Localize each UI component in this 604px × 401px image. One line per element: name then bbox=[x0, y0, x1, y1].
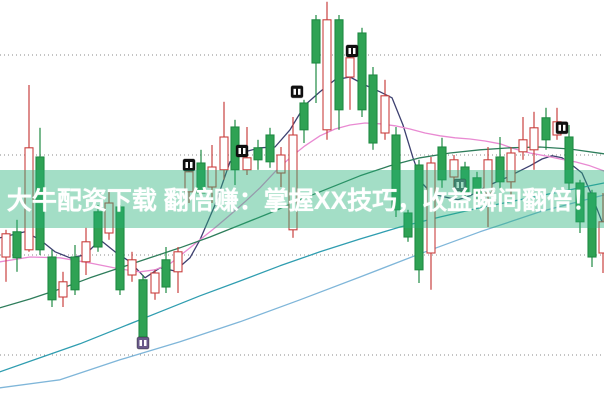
signal-marker-glyph bbox=[238, 148, 241, 154]
signal-marker-glyph bbox=[461, 182, 464, 188]
down-candle-body bbox=[253, 147, 263, 161]
up-candle-body bbox=[127, 259, 137, 276]
up-candle-body bbox=[449, 159, 459, 178]
ma-xxlong-line bbox=[0, 194, 604, 389]
down-candle-body bbox=[265, 134, 275, 163]
down-candle-body bbox=[541, 117, 551, 141]
up-candle-body bbox=[598, 221, 604, 254]
up-candle-body bbox=[173, 251, 183, 273]
down-candle-body bbox=[495, 156, 505, 183]
down-candle-body bbox=[368, 74, 378, 144]
down-candle-body bbox=[299, 102, 309, 131]
down-candle-body bbox=[564, 136, 574, 184]
signal-marker bbox=[345, 44, 359, 58]
up-candle-body bbox=[242, 157, 252, 171]
signal-marker-glyph bbox=[456, 182, 459, 188]
signal-marker-glyph bbox=[558, 124, 561, 131]
down-candle-body bbox=[414, 164, 424, 271]
signal-marker-glyph bbox=[190, 162, 193, 168]
signal-marker-glyph bbox=[144, 340, 147, 346]
ma-xlong-line bbox=[0, 182, 604, 373]
signal-marker bbox=[182, 158, 196, 172]
signal-marker-glyph bbox=[243, 148, 246, 154]
down-candle-body bbox=[35, 156, 45, 251]
signal-marker-glyph bbox=[353, 48, 356, 54]
down-candle-body bbox=[47, 256, 57, 301]
up-candle-body bbox=[207, 166, 217, 188]
up-candle-body bbox=[506, 152, 516, 183]
signal-marker bbox=[136, 336, 150, 350]
up-candle-body bbox=[24, 147, 34, 251]
down-candle-body bbox=[575, 182, 585, 223]
down-candle-body bbox=[115, 206, 125, 291]
down-candle-body bbox=[472, 177, 482, 194]
up-candle-body bbox=[322, 19, 332, 131]
down-candle-body bbox=[311, 19, 321, 64]
up-candle-body bbox=[345, 57, 355, 78]
up-candle-body bbox=[184, 171, 194, 193]
signal-marker-glyph bbox=[139, 340, 142, 346]
signal-marker-glyph bbox=[293, 88, 296, 95]
up-candle-body bbox=[380, 95, 390, 134]
down-candle-body bbox=[403, 212, 413, 238]
up-candle-body bbox=[1, 233, 11, 258]
signal-marker-glyph bbox=[298, 88, 301, 95]
down-candle-body bbox=[587, 192, 597, 258]
down-candle-body bbox=[161, 259, 171, 288]
signal-marker-glyph bbox=[563, 124, 566, 131]
up-candle-body bbox=[81, 241, 91, 263]
down-candle-body bbox=[196, 162, 206, 194]
down-candle-body bbox=[357, 32, 367, 111]
up-candle-body bbox=[518, 139, 528, 153]
signal-marker bbox=[453, 178, 467, 192]
up-candle-body bbox=[219, 136, 229, 171]
up-candle-body bbox=[483, 159, 493, 194]
up-candle-body bbox=[150, 272, 160, 294]
up-candle-body bbox=[58, 281, 68, 298]
up-candle-body bbox=[529, 127, 539, 151]
up-candle-body bbox=[288, 134, 298, 231]
signal-marker-glyph bbox=[348, 48, 351, 54]
down-candle-body bbox=[12, 231, 22, 259]
signal-marker bbox=[235, 144, 249, 158]
signal-marker-glyph bbox=[185, 162, 188, 168]
down-candle-body bbox=[437, 146, 447, 181]
signal-marker bbox=[290, 85, 304, 99]
up-candle-body bbox=[276, 154, 286, 174]
up-candle-body bbox=[426, 162, 436, 254]
down-candle-body bbox=[334, 19, 344, 111]
down-candle-body bbox=[70, 256, 80, 291]
down-candle-body bbox=[391, 134, 401, 211]
up-candle-body bbox=[104, 202, 114, 234]
signal-marker bbox=[555, 121, 569, 135]
down-candle-body bbox=[93, 211, 103, 248]
